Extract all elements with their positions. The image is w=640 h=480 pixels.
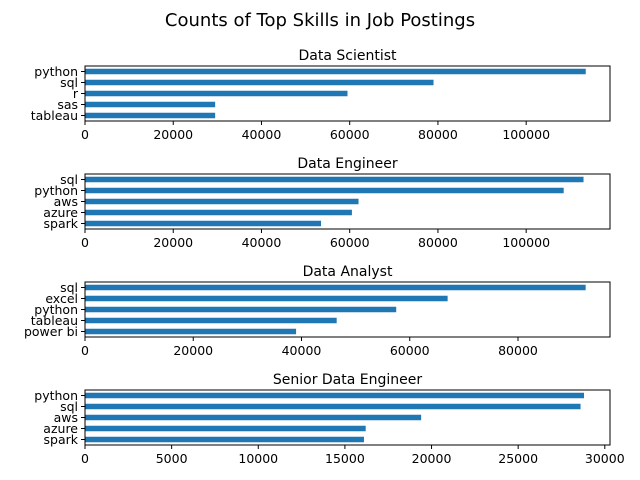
- y-tick-label: python: [34, 388, 78, 403]
- y-tick-label: excel: [45, 291, 78, 306]
- y-tick-label: python: [34, 302, 78, 317]
- x-tick-label: 15000: [325, 451, 365, 466]
- subplot-title: Data Analyst: [303, 264, 393, 280]
- x-tick-label: 20000: [412, 451, 452, 466]
- y-tick-label: spark: [44, 432, 79, 447]
- y-tick-label: python: [34, 183, 78, 198]
- x-tick-label: 100000: [502, 127, 550, 142]
- x-tick-label: 40000: [242, 127, 282, 142]
- y-tick-label: spark: [44, 216, 79, 231]
- subplot-title: Data Scientist: [299, 48, 398, 64]
- subplot-4: Senior Data Engineer pythonsqlawsazurespa…: [34, 372, 624, 466]
- axes-frame: [84, 65, 611, 122]
- x-tick-label: 30000: [585, 451, 625, 466]
- y-tick-label: tableau: [31, 108, 78, 123]
- x-tick-label: 20000: [153, 235, 193, 250]
- x-tick-label: 0: [81, 451, 89, 466]
- bar-azure: [85, 425, 366, 432]
- x-tick-label: 0: [81, 235, 89, 250]
- x-tick-label: 10000: [238, 451, 278, 466]
- bar-tableau: [85, 112, 216, 119]
- y-tick-label: azure: [43, 205, 78, 220]
- bar-aws: [85, 414, 422, 421]
- x-tick-label: 60000: [390, 343, 430, 358]
- bar-sql: [85, 403, 581, 410]
- x-tick-label: 40000: [282, 343, 322, 358]
- bar-tableau: [85, 317, 337, 324]
- bar-excel: [85, 295, 448, 302]
- x-tick-label: 100000: [502, 235, 550, 250]
- y-tick-label: power bi: [24, 324, 78, 339]
- y-tick-label: python: [34, 64, 78, 79]
- bar-python: [85, 306, 397, 313]
- x-tick-label: 80000: [418, 127, 458, 142]
- figure-title: Counts of Top Skills in Job Postings: [165, 10, 475, 31]
- x-tick-label: 25000: [498, 451, 538, 466]
- x-tick-label: 20000: [153, 127, 193, 142]
- bar-python: [85, 392, 585, 399]
- bar-aws: [85, 198, 359, 205]
- axes-frame: [84, 389, 611, 446]
- y-tick-label: aws: [54, 194, 78, 209]
- subplot-title: Senior Data Engineer: [273, 372, 423, 388]
- x-tick-label: 40000: [242, 235, 282, 250]
- x-tick-label: 5000: [156, 451, 188, 466]
- bar-spark: [85, 220, 322, 227]
- bar-python: [85, 187, 564, 194]
- bar-sql: [85, 176, 584, 183]
- y-tick-label: sas: [57, 97, 78, 112]
- y-tick-label: sql: [60, 75, 78, 90]
- x-tick-label: 20000: [173, 343, 213, 358]
- y-tick-label: sql: [60, 172, 78, 187]
- x-tick-label: 60000: [330, 127, 370, 142]
- bar-azure: [85, 209, 352, 216]
- x-tick-label: 80000: [418, 235, 458, 250]
- x-tick-label: 0: [81, 127, 89, 142]
- y-tick-label: r: [73, 86, 79, 101]
- y-tick-label: aws: [54, 410, 78, 425]
- subplot-title: Data Engineer: [297, 156, 397, 172]
- x-tick-label: 60000: [330, 235, 370, 250]
- y-tick-label: sql: [60, 399, 78, 414]
- x-tick-label: 0: [81, 343, 89, 358]
- axes-frame: [84, 173, 611, 230]
- bar-sql: [85, 79, 434, 86]
- y-tick-label: azure: [43, 421, 78, 436]
- x-tick-label: 80000: [498, 343, 538, 358]
- axes-frame: [84, 281, 611, 338]
- y-tick-label: tableau: [31, 313, 78, 328]
- bar-spark: [85, 436, 364, 443]
- bar-sql: [85, 284, 586, 291]
- bar-sas: [85, 101, 216, 108]
- y-tick-label: sql: [60, 280, 78, 295]
- bar-python: [85, 68, 586, 75]
- bar-r: [85, 90, 348, 97]
- bar-power-bi: [85, 328, 297, 335]
